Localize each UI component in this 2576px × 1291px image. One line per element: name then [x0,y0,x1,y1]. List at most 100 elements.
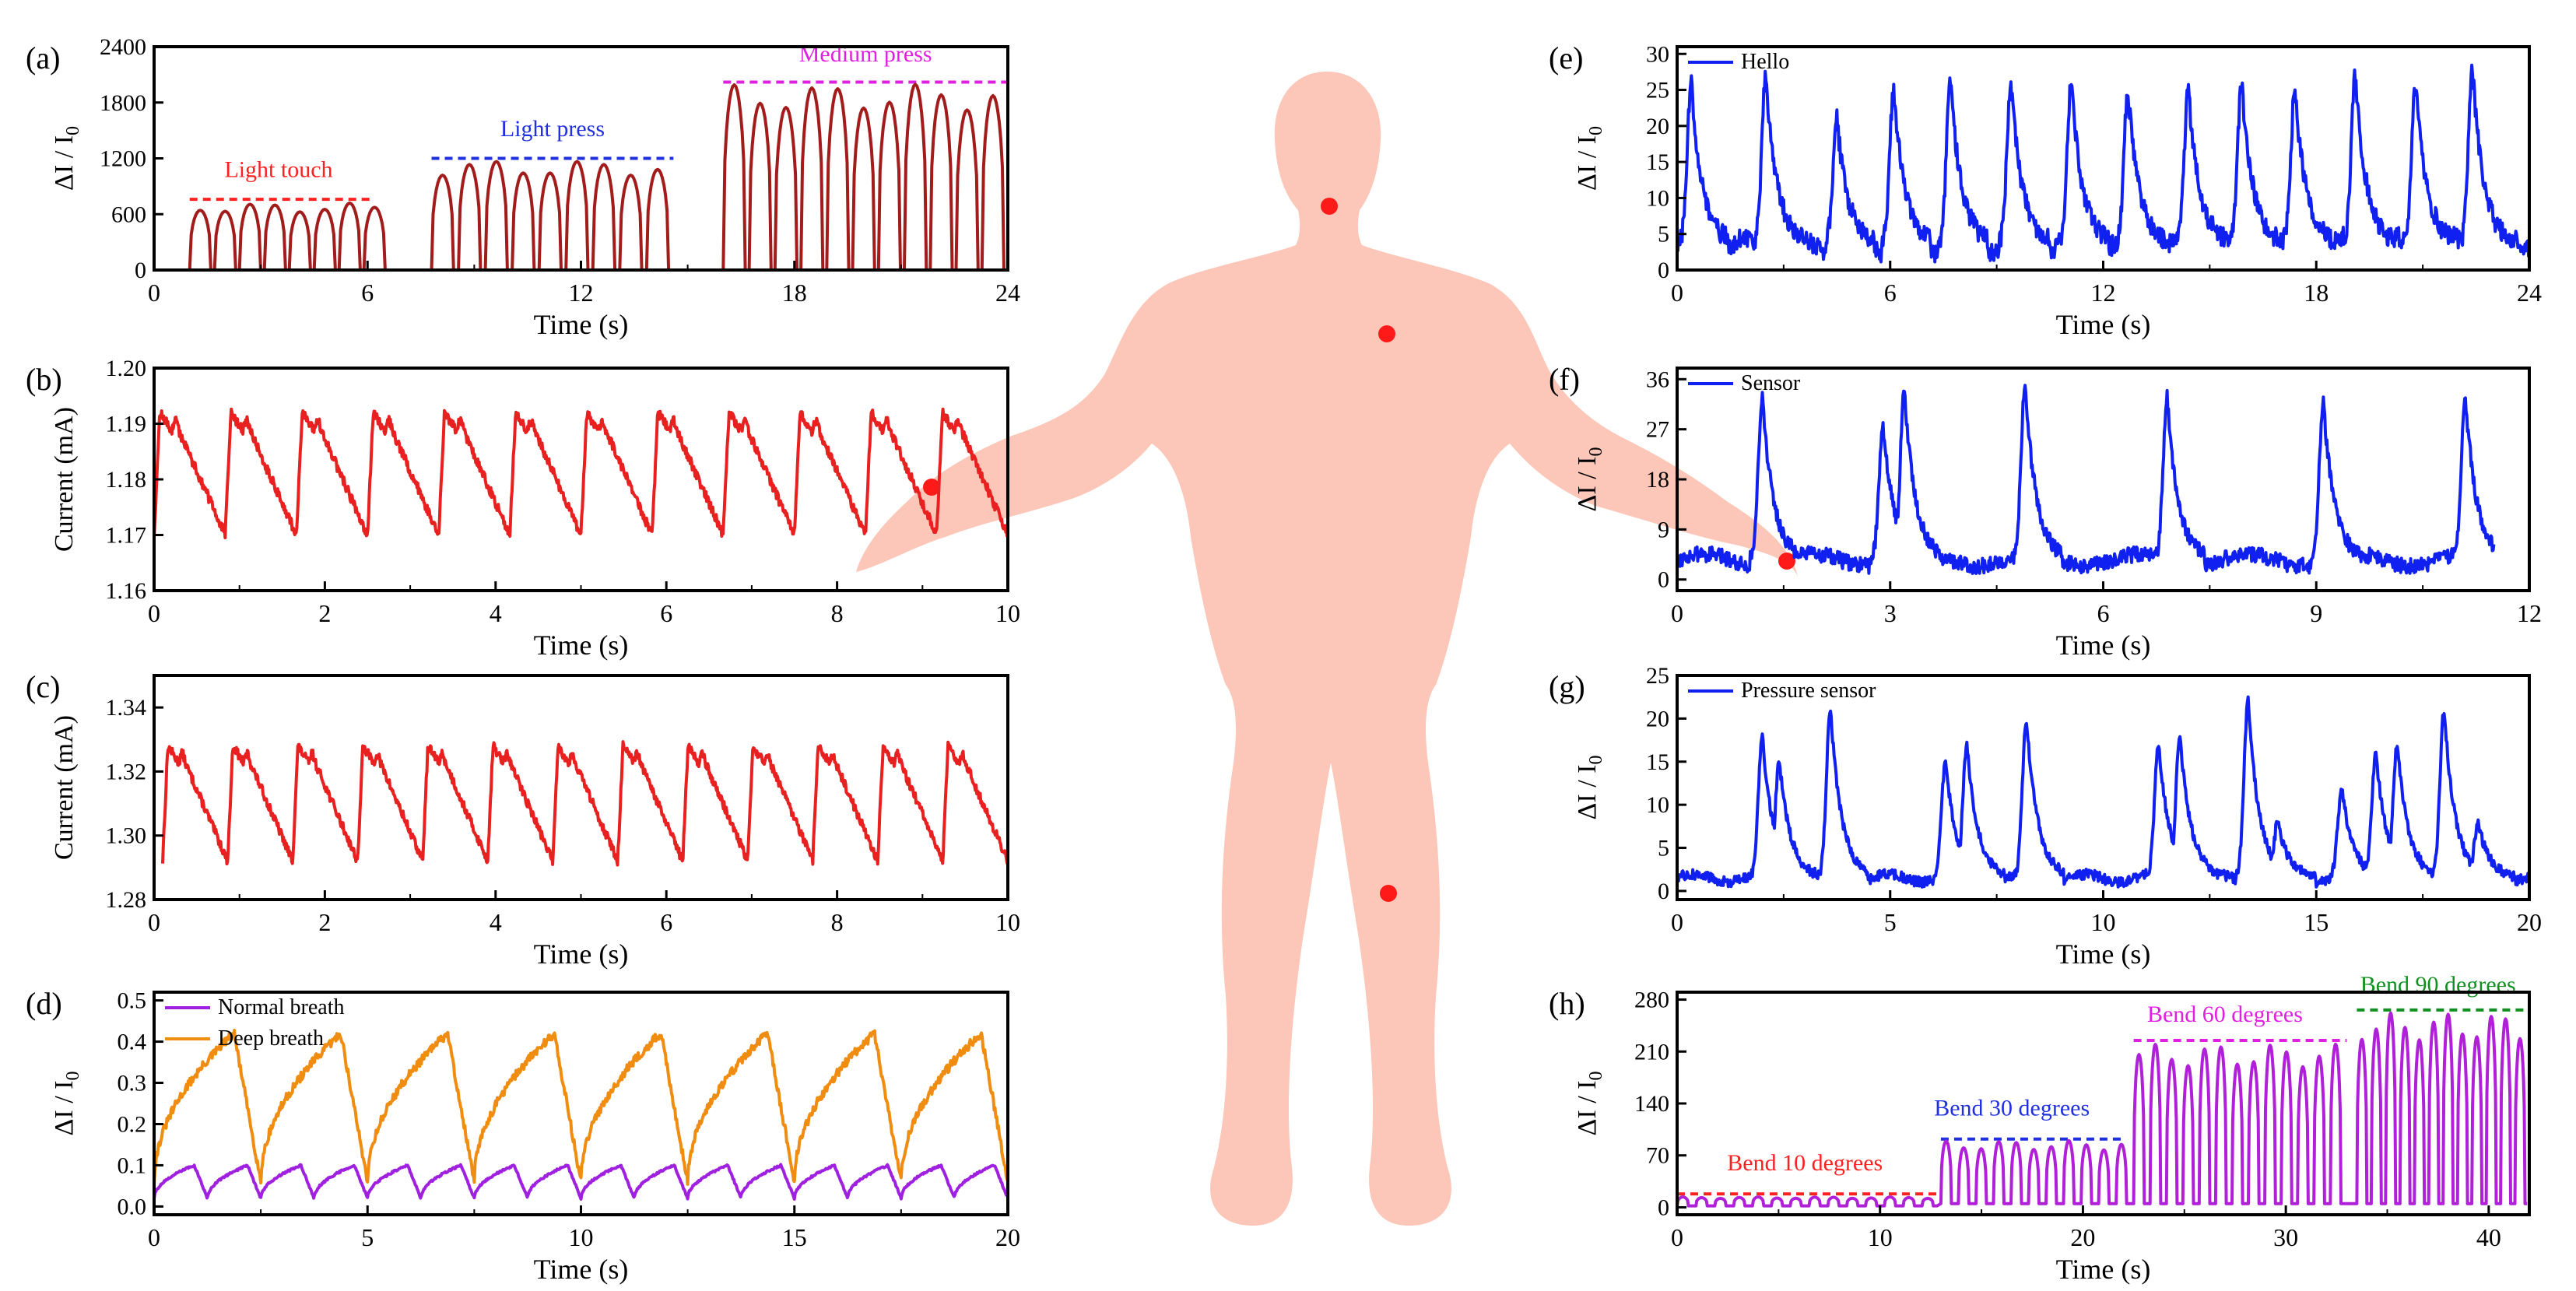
y-tick-label: 5 [1658,836,1669,861]
y-tick-label: 1.20 [106,356,147,381]
y-tick-label: 1.16 [106,578,147,604]
data-line [161,740,1008,867]
neck-dot [1321,198,1338,215]
panel-label: (h) [1549,986,1585,1021]
x-tick-label: 15 [2304,908,2329,936]
x-axis-label: Time (s) [534,309,629,340]
x-tick-label: 30 [2273,1223,2298,1251]
y-tick-label: 15 [1646,149,1669,175]
x-tick-label: 0 [148,599,160,627]
y-axis-label: Current (mA) [50,715,79,860]
annotation-label-2: Bend 60 degrees [2147,1002,2303,1027]
annotation-label-0: Bend 10 degrees [1727,1150,1883,1176]
x-tick-label: 4 [490,599,502,627]
y-tick-label: 1.34 [106,695,147,721]
x-tick-label: 20 [2070,1223,2095,1251]
finger-dot [1778,553,1795,570]
annotation-label-3: Bend 90 degrees [2360,972,2516,998]
y-tick-label: 1.18 [106,467,147,493]
y-tick-label: 0.5 [118,988,147,1014]
x-tick-label: 9 [2310,599,2322,627]
chart-d: 0 5 10 15 20 0.0 0.1 0.2 0.3 0.4 0.5 Time (s) ΔI / I… [26,986,1020,1285]
data-line [1677,695,2529,889]
y-tick-label: 10 [1646,792,1669,818]
x-tick-label: 8 [831,908,844,936]
y-tick-label: 20 [1646,114,1669,139]
x-tick-label: 6 [1884,279,1897,307]
chart-b: 0 2 4 6 8 10 1.16 1.17 1.18 1.19 1.20 Time (s) Curre… [26,356,1020,661]
y-axis-label: ΔI / I0 [1573,447,1606,512]
y-axis-label: ΔI / I0 [1573,756,1606,820]
human-body-silhouette [856,72,1798,1226]
y-axis-label: ΔI / I0 [50,1072,83,1136]
x-tick-label: 40 [2476,1223,2501,1251]
y-tick-label: 0 [135,258,146,283]
y-axis-label: ΔI / I0 [1573,1072,1606,1136]
x-tick-label: 10 [569,1223,594,1251]
panel-label: (a) [26,40,60,75]
legend-label: Sensor [1741,371,1801,395]
x-tick-label: 10 [995,908,1020,936]
x-axis-label: Time (s) [534,1254,629,1285]
x-tick-label: 2 [318,599,331,627]
x-tick-label: 10 [1868,1223,1893,1251]
annotation-label-1: Bend 30 degrees [1934,1095,2090,1121]
x-axis-label: Time (s) [2056,938,2151,970]
y-tick-label: 5 [1658,222,1669,247]
x-tick-label: 12 [2091,279,2116,307]
y-tick-label: 15 [1646,749,1669,775]
panel-label: (c) [26,669,60,704]
annotation-label-0: Light touch [224,156,332,182]
y-tick-label: 600 [111,202,146,227]
panel-label: (e) [1549,40,1583,75]
x-tick-label: 0 [1671,279,1683,307]
x-tick-label: 0 [1671,908,1683,936]
x-tick-label: 12 [569,279,594,307]
x-tick-label: 5 [361,1223,374,1251]
panel-label: (g) [1549,669,1585,704]
x-tick-label: 6 [660,599,672,627]
x-tick-label: 10 [995,599,1020,627]
chart-h: Bend 10 degrees Bend 30 degrees Bend 60 de… [1549,972,2531,1285]
legend-label: Deep breath [218,1026,324,1051]
x-tick-label: 20 [2517,908,2542,936]
y-tick-label: 210 [1634,1039,1669,1065]
data-line [154,407,1008,539]
x-tick-label: 0 [1671,599,1683,627]
x-tick-label: 0 [148,908,160,936]
y-tick-label: 2400 [100,34,146,60]
x-tick-label: 6 [660,908,672,936]
panel-label: (b) [26,362,62,397]
y-tick-label: 280 [1634,988,1669,1013]
y-tick-label: 1.30 [106,823,147,849]
y-tick-label: 0 [1658,1195,1669,1220]
y-tick-label: 0.4 [118,1030,147,1055]
y-axis-label: ΔI / I0 [1573,126,1606,191]
x-tick-label: 0 [148,279,160,307]
y-tick-label: 0 [1658,879,1669,904]
x-tick-label: 5 [1884,908,1897,936]
x-tick-label: 0 [148,1223,160,1251]
y-tick-label: 140 [1634,1091,1669,1117]
y-tick-label: 0.1 [118,1152,147,1178]
y-tick-label: 1.32 [106,759,147,784]
x-tick-label: 24 [995,279,1020,307]
y-tick-label: 0.2 [118,1111,147,1137]
knee-dot [1380,885,1397,902]
y-tick-label: 25 [1646,663,1669,689]
chart-e: 0 6 12 18 24 0 5 10 15 20 25 30 Time (s) ΔI / I0 (e) He… [1549,40,2542,340]
y-tick-label: 0.3 [118,1071,147,1096]
x-tick-label: 10 [2091,908,2116,936]
series-1 [154,1029,1008,1186]
series-0 [154,1163,1008,1201]
y-tick-label: 0 [1658,258,1669,283]
y-tick-label: 1.28 [106,887,147,913]
x-tick-label: 20 [995,1223,1020,1251]
x-axis-label: Time (s) [534,938,629,970]
x-tick-label: 4 [490,908,502,936]
x-tick-label: 8 [831,599,844,627]
y-tick-label: 0 [1658,567,1669,593]
